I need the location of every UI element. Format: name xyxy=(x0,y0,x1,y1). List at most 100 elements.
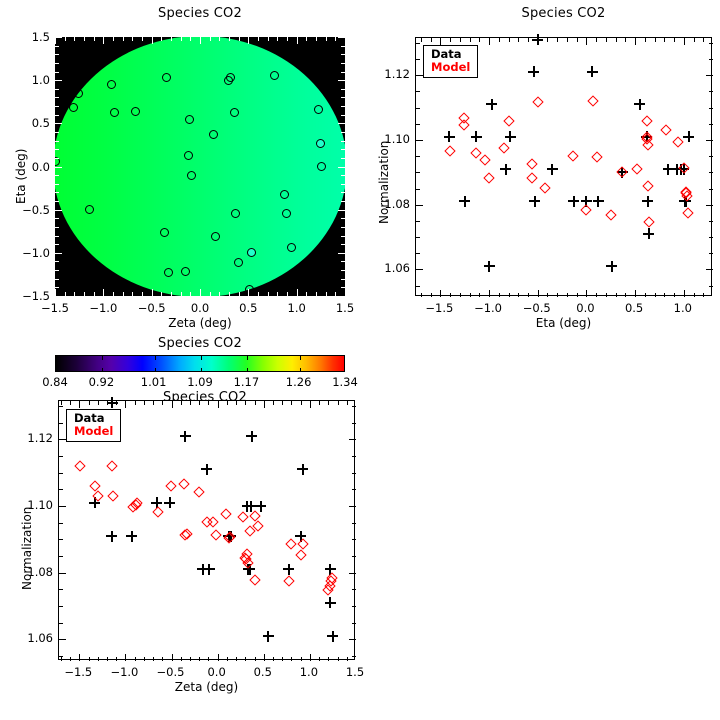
observation-circle xyxy=(73,89,83,99)
axis-tick xyxy=(180,657,182,661)
image-map-ylabel: Eta (deg) xyxy=(14,148,28,204)
y-tick-label: 1.08 xyxy=(27,564,53,579)
axis-tick xyxy=(55,80,62,82)
axis-tick xyxy=(635,290,637,297)
model-point-diamond xyxy=(483,171,495,184)
data-point-plus xyxy=(197,563,209,575)
axis-tick xyxy=(113,292,114,296)
data-point-plus xyxy=(500,163,512,175)
model-point-diamond xyxy=(631,163,643,175)
model-point-diamond xyxy=(642,180,654,192)
axis-tick xyxy=(341,45,345,47)
axis-tick xyxy=(341,244,345,246)
axis-tick xyxy=(341,71,345,73)
axis-tick xyxy=(450,38,452,42)
axis-tick xyxy=(596,293,598,297)
data-point-plus xyxy=(678,163,690,175)
x-tick-label: −0.5 xyxy=(137,301,166,315)
colorbar-tick-label: 0.84 xyxy=(42,375,68,389)
model-point-diamond xyxy=(210,529,222,541)
axis-tick xyxy=(134,401,136,405)
data-point-plus xyxy=(546,163,558,175)
axis-tick xyxy=(142,292,143,296)
axis-tick xyxy=(709,156,713,158)
axis-tick xyxy=(171,401,173,408)
axis-tick xyxy=(338,166,345,168)
axis-tick xyxy=(337,657,339,661)
axis-tick xyxy=(219,292,221,296)
axis-tick xyxy=(59,472,63,474)
axis-tick xyxy=(416,172,420,174)
model-point-diamond xyxy=(297,538,310,550)
axis-tick xyxy=(151,37,153,44)
axis-tick xyxy=(352,539,356,541)
zeta-scatter-plot-area[interactable] xyxy=(58,397,356,661)
axis-tick xyxy=(709,91,713,93)
axis-tick xyxy=(416,204,423,206)
axis-tick xyxy=(341,88,345,90)
axis-tick xyxy=(209,292,211,296)
y-tick-label: −1.0 xyxy=(22,245,50,260)
colorbar-tick xyxy=(201,356,202,360)
eta-scatter-title: Species CO2 xyxy=(521,6,606,21)
axis-tick xyxy=(189,657,191,661)
model-point-diamond xyxy=(587,95,599,107)
axis-tick xyxy=(349,439,356,441)
eta-scatter-plot-area[interactable] xyxy=(415,34,713,297)
axis-tick xyxy=(55,183,59,185)
model-point-diamond xyxy=(567,150,579,162)
axis-tick xyxy=(352,472,356,474)
axis-tick xyxy=(703,293,705,297)
axis-tick xyxy=(703,38,705,42)
model-point-diamond xyxy=(503,115,516,127)
axis-tick xyxy=(654,293,656,297)
axis-tick xyxy=(566,38,568,42)
axis-tick xyxy=(527,38,529,42)
axis-tick xyxy=(217,654,219,661)
axis-tick xyxy=(576,293,578,297)
data-point-plus xyxy=(680,195,692,207)
image-map-xlabel: Zeta (deg) xyxy=(168,316,232,330)
colorbar-gradient[interactable] xyxy=(55,355,345,372)
data-point-plus xyxy=(683,131,695,143)
observation-circle xyxy=(186,171,196,181)
axis-tick xyxy=(547,293,549,297)
axis-tick xyxy=(55,244,59,246)
colorbar-tick-label: 1.09 xyxy=(187,375,213,389)
axis-tick xyxy=(79,401,81,408)
axis-tick xyxy=(709,59,713,61)
axis-tick xyxy=(416,139,423,141)
axis-tick xyxy=(55,54,59,56)
axis-tick xyxy=(59,639,66,641)
x-tick-label: 0.5 xyxy=(253,665,272,679)
model-point-diamond xyxy=(660,124,672,136)
data-point-plus xyxy=(225,530,237,542)
observation-circle xyxy=(106,79,116,89)
axis-tick xyxy=(296,289,298,296)
axis-tick xyxy=(518,38,520,42)
axis-tick xyxy=(709,237,713,239)
axis-tick xyxy=(508,38,510,42)
axis-tick xyxy=(60,401,62,405)
axis-tick xyxy=(338,252,345,254)
axis-tick xyxy=(106,657,108,661)
image-map-plot-area[interactable] xyxy=(55,37,345,296)
observation-circle xyxy=(85,205,95,215)
data-point-plus xyxy=(126,530,138,542)
axis-tick xyxy=(341,201,345,203)
axis-tick xyxy=(683,38,685,45)
axis-tick xyxy=(537,290,539,297)
colorbar-tick-label: 0.92 xyxy=(88,375,115,389)
axis-tick xyxy=(122,292,124,296)
axis-tick xyxy=(328,401,330,405)
model-point-diamond xyxy=(220,508,232,520)
axis-tick xyxy=(341,140,345,142)
axis-tick xyxy=(416,42,420,44)
axis-tick xyxy=(341,106,345,108)
model-point-diamond xyxy=(74,460,86,472)
model-point-diamond xyxy=(591,151,603,164)
axis-tick xyxy=(498,38,500,42)
model-point-diamond xyxy=(470,147,483,159)
x-tick-label: 1.0 xyxy=(673,301,692,315)
axis-tick xyxy=(337,401,339,405)
